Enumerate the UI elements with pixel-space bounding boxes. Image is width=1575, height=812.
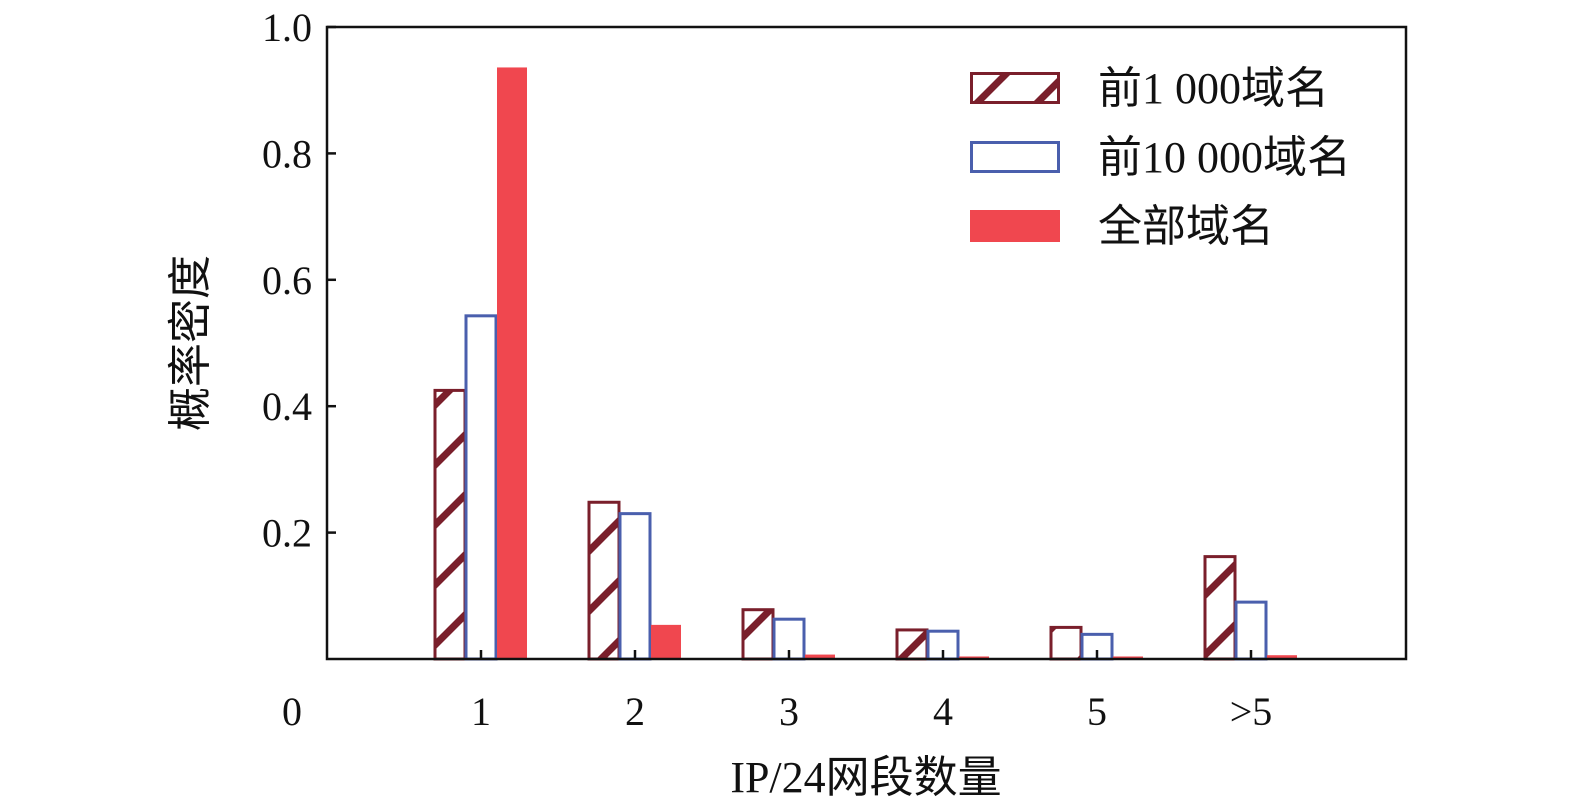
bars-layer bbox=[433, 67, 1297, 661]
origin-tick-label: 0 bbox=[282, 689, 302, 734]
x-tick-label: 2 bbox=[625, 689, 645, 734]
bar-series-2-cat-6 bbox=[1234, 600, 1268, 661]
legend-swatch-series-3 bbox=[970, 210, 1060, 242]
bar-series-1-cat-4 bbox=[895, 628, 929, 661]
y-axis-title: 概率密度 bbox=[166, 255, 215, 431]
bar-series-3-cat-4 bbox=[959, 656, 989, 659]
bar-series-3-cat-2 bbox=[651, 624, 681, 659]
bar-series-1-cat-2 bbox=[587, 500, 621, 661]
legend-label-series-1: 前1 000域名 bbox=[1098, 64, 1329, 113]
bar-series-2-cat-1 bbox=[464, 314, 498, 661]
x-axis-title: IP/24网段数量 bbox=[730, 753, 1001, 802]
legend-label-series-3: 全部域名 bbox=[1098, 202, 1274, 251]
x-tick-label: 3 bbox=[779, 689, 799, 734]
y-tick-label: 0.8 bbox=[262, 131, 312, 176]
x-tick-label: 5 bbox=[1087, 689, 1107, 734]
y-tick-label: 1.0 bbox=[262, 5, 312, 50]
y-tick-label: 0.2 bbox=[262, 511, 312, 556]
bar-series-3-cat-5 bbox=[1113, 656, 1143, 659]
legend-swatch-series-2 bbox=[970, 141, 1060, 173]
bar-series-3-cat-6 bbox=[1267, 655, 1297, 659]
ticks-layer: 0.2 0.4 0.6 0.8 1.0 1 2 3 4 5 >5 bbox=[262, 5, 1272, 734]
y-tick-label: 0.6 bbox=[262, 258, 312, 303]
x-tick-label: 4 bbox=[933, 689, 953, 734]
y-tick-label: 0.4 bbox=[262, 384, 312, 429]
bar-series-1-cat-6 bbox=[1203, 555, 1237, 661]
x-tick-label: 1 bbox=[471, 689, 491, 734]
bar-series-1-cat-1 bbox=[433, 388, 467, 661]
bar-series-1-cat-3 bbox=[741, 608, 775, 661]
legend-swatch-series-1 bbox=[970, 72, 1060, 104]
legend-label-series-2: 前10 000域名 bbox=[1098, 133, 1351, 182]
x-tick-label: >5 bbox=[1230, 689, 1273, 734]
bar-series-3-cat-3 bbox=[805, 654, 835, 659]
bar-series-1-cat-5 bbox=[1049, 625, 1083, 661]
bar-series-2-cat-2 bbox=[618, 512, 652, 661]
bar-series-3-cat-1 bbox=[497, 67, 527, 659]
plot-frame bbox=[325, 25, 1408, 661]
